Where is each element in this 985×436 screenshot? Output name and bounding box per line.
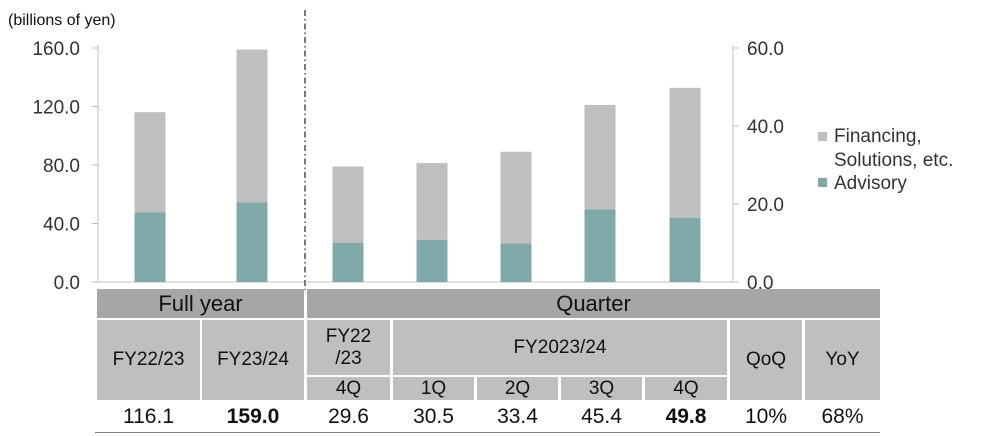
col-header-q3: 3Q xyxy=(561,377,642,400)
right-tick-label: 40.0 xyxy=(747,117,784,138)
left-tick-label: 0.0 xyxy=(54,273,80,294)
legend-label-financing-line2: Solutions, etc. xyxy=(834,150,953,171)
legend-label-financing: Financing, xyxy=(834,126,922,147)
value-q1: 30.5 xyxy=(413,405,454,428)
col-header-q4-prev: 4Q xyxy=(307,377,390,400)
value-fy2324: 159.0 xyxy=(226,405,280,428)
quarter-header: Quarter xyxy=(307,289,880,318)
col-header-yoy: YoY xyxy=(805,320,880,400)
full-year-bar-financing-1 xyxy=(236,49,268,203)
right-axis-ticks: 60.0 40.0 20.0 0.0 xyxy=(733,39,784,294)
quarter-bar-advisory-1 xyxy=(416,239,448,282)
value-q4: 49.8 xyxy=(665,405,707,428)
value-q3: 45.4 xyxy=(581,405,622,428)
col-header-fy22-line2: /23 xyxy=(335,347,362,369)
quarter-bar-financing-3 xyxy=(584,104,616,210)
col-header-q2: 2Q xyxy=(477,377,558,400)
right-tick-label: 60.0 xyxy=(747,39,784,60)
left-tick-label: 120.0 xyxy=(32,98,80,119)
unit-label: (billions of yen) xyxy=(8,12,116,29)
col-header-fy2223: FY22/23 xyxy=(97,320,200,400)
col-header-qoq: QoQ xyxy=(730,320,802,400)
value-fy2223: 116.1 xyxy=(123,405,174,428)
bars xyxy=(134,49,701,282)
col-header-fy2223-quarter: FY22 /23 xyxy=(307,320,390,375)
quarter-bar-financing-4 xyxy=(669,87,701,218)
left-tick-label: 40.0 xyxy=(43,215,80,236)
value-yoy: 68% xyxy=(821,405,864,428)
value-q4-prev: 29.6 xyxy=(328,405,369,428)
legend: Financing, Solutions, etc. Advisory xyxy=(818,126,953,194)
col-header-fy2023-24: FY2023/24 xyxy=(393,320,727,375)
left-tick-label: 80.0 xyxy=(43,156,80,177)
quarter-bar-advisory-4 xyxy=(669,217,701,282)
legend-swatch-financing xyxy=(818,132,827,141)
col-header-q4: 4Q xyxy=(645,377,727,400)
left-axis-ticks: 160.0 120.0 80.0 40.0 0.0 xyxy=(32,39,98,294)
left-tick-label: 160.0 xyxy=(32,39,80,60)
col-header-q1: 1Q xyxy=(393,377,474,400)
value-qoq: 10% xyxy=(744,405,788,428)
right-tick-label: 0.0 xyxy=(747,273,773,294)
right-tick-label: 20.0 xyxy=(747,195,784,216)
full-year-header: Full year xyxy=(97,289,304,318)
quarter-bar-advisory-2 xyxy=(500,243,532,282)
quarter-bar-advisory-0 xyxy=(332,243,364,282)
full-year-bar-advisory-0 xyxy=(134,212,166,282)
quarter-bar-financing-1 xyxy=(416,163,448,240)
table-bottom-rule xyxy=(95,432,880,433)
col-header-fy2324: FY23/24 xyxy=(202,320,304,400)
full-year-bar-advisory-1 xyxy=(236,202,268,282)
legend-label-advisory: Advisory xyxy=(834,173,907,194)
quarter-bar-financing-2 xyxy=(500,151,532,244)
revenue-chart: (billions of yen) 160.0120.080.040.00.0 … xyxy=(8,10,953,294)
col-header-fy22-line1: FY22 xyxy=(325,325,372,347)
quarter-bar-financing-0 xyxy=(332,166,364,243)
legend-swatch-advisory xyxy=(818,178,827,187)
quarter-bar-advisory-3 xyxy=(584,209,616,282)
value-q2: 33.4 xyxy=(497,405,538,428)
full-year-bar-financing-0 xyxy=(134,112,166,213)
